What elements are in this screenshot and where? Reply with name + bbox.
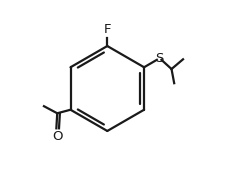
Text: S: S bbox=[155, 52, 163, 65]
Text: F: F bbox=[104, 23, 111, 36]
Text: O: O bbox=[52, 130, 63, 143]
